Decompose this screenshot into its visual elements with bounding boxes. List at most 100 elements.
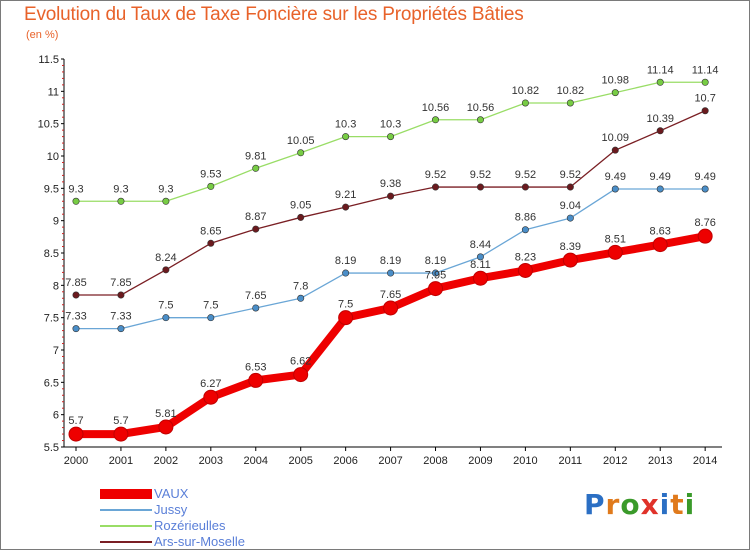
data-point	[203, 389, 219, 405]
data-point	[432, 116, 440, 124]
data-point	[72, 325, 80, 333]
data-label: 9.3	[68, 183, 83, 195]
data-point	[701, 78, 709, 86]
data-point	[697, 228, 713, 244]
data-point	[611, 146, 619, 154]
data-label: 8.44	[470, 239, 491, 251]
logo-letter: t	[670, 488, 685, 521]
data-point	[68, 426, 84, 442]
data-point	[342, 269, 350, 277]
data-point	[566, 99, 574, 107]
data-label: 10.7	[694, 93, 715, 105]
data-label: 7.85	[65, 277, 86, 289]
series-points	[68, 78, 713, 442]
data-label: 8.19	[425, 255, 446, 267]
chart-subtitle: (en %)	[26, 29, 59, 41]
data-point	[297, 149, 305, 157]
data-point	[521, 99, 529, 107]
data-label: 6.53	[245, 361, 266, 373]
x-tick-label: 2004	[244, 455, 268, 467]
data-point	[521, 226, 529, 234]
legend-label: Ars-sur-Moselle	[154, 534, 246, 549]
chart-title: Evolution du Taux de Taxe Foncière sur l…	[24, 4, 524, 25]
x-tick-label: 2000	[64, 455, 88, 467]
data-label: 10.82	[512, 85, 540, 97]
y-tick-label: 9.5	[44, 183, 59, 195]
x-tick-label: 2005	[288, 455, 312, 467]
x-tick-label: 2010	[513, 455, 537, 467]
data-point	[472, 270, 488, 286]
data-label: 10.3	[335, 119, 356, 131]
data-label: 9.52	[470, 169, 491, 181]
data-point	[387, 269, 395, 277]
y-tick-label: 8	[53, 280, 59, 292]
data-label: 9.38	[380, 178, 401, 190]
data-point	[207, 314, 215, 322]
data-label: 10.82	[557, 85, 585, 97]
data-label: 8.65	[200, 225, 221, 237]
data-point	[162, 314, 170, 322]
data-point	[72, 197, 80, 205]
data-point	[117, 197, 125, 205]
data-point	[297, 294, 305, 302]
data-point	[387, 133, 395, 141]
legend-swatch	[100, 489, 152, 499]
data-label: 8.76	[694, 217, 715, 229]
data-point	[207, 182, 215, 190]
data-point	[207, 239, 215, 247]
data-point	[656, 78, 664, 86]
data-label: 8.51	[605, 233, 626, 245]
x-tick-label: 2013	[648, 455, 672, 467]
data-label: 7.33	[110, 311, 131, 323]
x-tick-label: 2001	[109, 455, 133, 467]
data-point	[517, 262, 533, 278]
data-label: 10.39	[646, 113, 674, 125]
data-label: 6.27	[200, 378, 221, 390]
data-label: 9.3	[158, 183, 173, 195]
data-point	[252, 225, 260, 233]
data-point	[342, 133, 350, 141]
legend-label: Jussy	[154, 502, 188, 517]
data-label: 10.09	[602, 132, 630, 144]
data-label: 8.23	[515, 251, 536, 263]
data-point	[248, 372, 264, 388]
legend-swatch	[100, 541, 152, 543]
data-point	[701, 107, 709, 115]
y-tick-label: 5.5	[44, 442, 59, 454]
data-label: 9.52	[425, 169, 446, 181]
data-point	[158, 419, 174, 435]
data-point	[656, 185, 664, 193]
data-label: 9.21	[335, 189, 356, 201]
x-tick-label: 2011	[559, 455, 583, 467]
data-label: 9.53	[200, 168, 221, 180]
data-label: 6.62	[290, 356, 311, 368]
data-label: 9.52	[515, 169, 536, 181]
data-label: 7.5	[203, 300, 218, 312]
y-tick-label: 10.5	[38, 119, 59, 131]
data-point	[383, 300, 399, 316]
data-label: 8.19	[380, 255, 401, 267]
data-label: 7.85	[110, 277, 131, 289]
data-point	[562, 252, 578, 268]
data-label: 5.81	[155, 408, 176, 420]
data-label: 7.33	[65, 311, 86, 323]
data-point	[476, 116, 484, 124]
data-point	[342, 203, 350, 211]
x-tick-label: 2002	[154, 455, 178, 467]
data-label: 9.05	[290, 199, 311, 211]
x-tick-label: 2008	[423, 455, 447, 467]
y-tick-label: 11	[48, 86, 59, 98]
data-point	[566, 214, 574, 222]
data-label: 10.3	[380, 119, 401, 131]
data-label: 9.04	[560, 200, 581, 212]
chart-axes: 5.5 6 6.5 7 7.5 8 8.5 9 9.5 10 10.5 11 11.5 2000 2001 2…	[38, 54, 722, 467]
x-tick-label: 2012	[603, 455, 627, 467]
data-label: 8.24	[155, 252, 176, 264]
x-tick-label: 2003	[199, 455, 223, 467]
logo-letter: r	[605, 488, 621, 521]
data-point	[428, 281, 444, 297]
data-point	[607, 244, 623, 260]
logo-letter: o	[620, 488, 641, 521]
data-label: 10.98	[602, 75, 630, 87]
data-point	[72, 291, 80, 299]
